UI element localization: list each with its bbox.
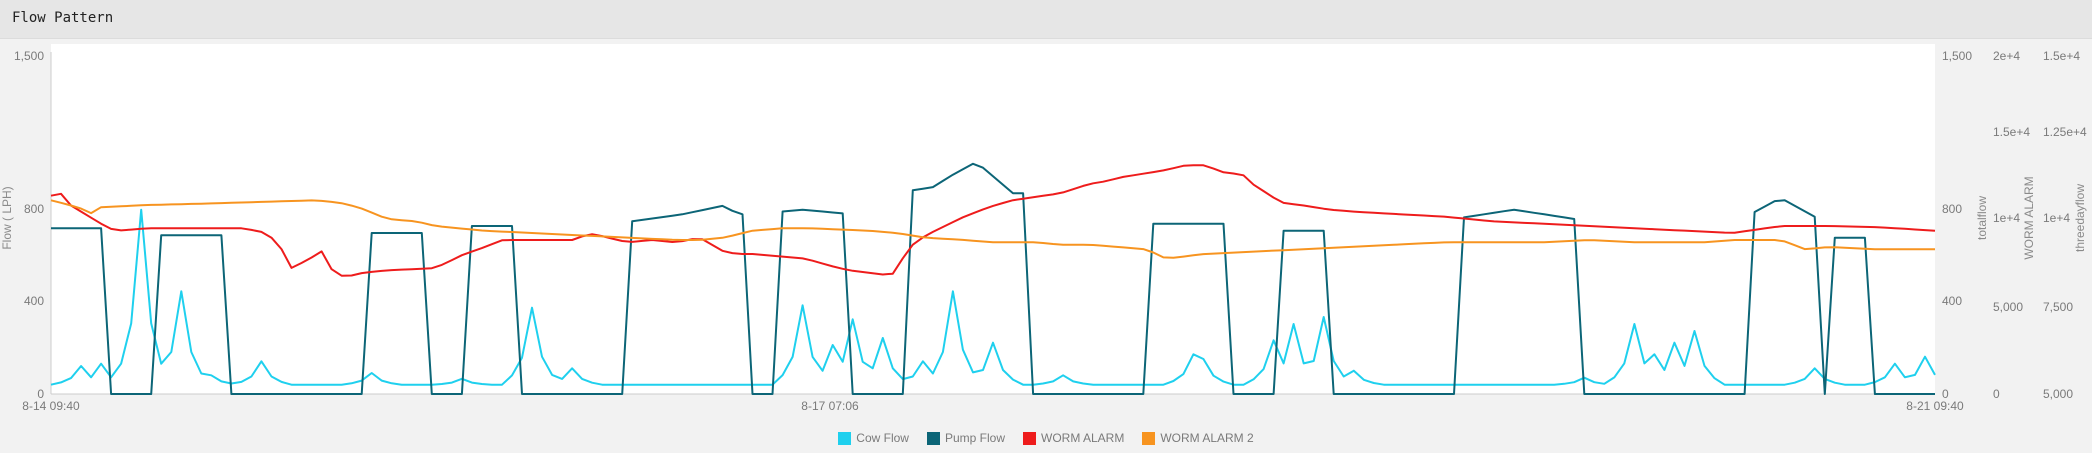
legend-swatch-worm-alarm	[1023, 431, 1036, 445]
x-tick-start: 8-14 09:40	[22, 399, 80, 413]
right3-tick-1-5e4: 1.5e+4	[2043, 49, 2080, 63]
right3-tick-7500: 7,500	[2043, 300, 2073, 314]
legend-swatch-pump-flow	[926, 431, 940, 445]
legend-label-pump-flow: Pump Flow	[944, 431, 1005, 445]
series-line-cow-flow	[50, 208, 1936, 386]
panel-title: Flow Pattern	[12, 10, 114, 26]
right3-tick-5000: 5,000	[2043, 387, 2073, 401]
right3-axis-label: threedayflow	[2073, 184, 2087, 252]
right1-tick-800: 800	[1942, 202, 1962, 216]
plot-area	[51, 44, 1935, 394]
right2-tick-1-5e4: 1.5e+4	[1993, 125, 2030, 139]
right1-axis-label: totalflow	[1975, 196, 1989, 240]
left-tick-400: 400	[24, 294, 44, 308]
right2-axis-label: WORM ALARM	[2022, 176, 2036, 259]
chart-legend: Cow Flow Pump Flow WORM ALARM WORM ALARM…	[0, 428, 2092, 448]
left-tick-1500: 1,500	[14, 49, 44, 63]
series-line-worm-alarm	[50, 164, 1936, 277]
series-line-worm-alarm-2	[50, 199, 1935, 259]
right1-tick-400: 400	[1942, 294, 1962, 308]
legend-item-worm-alarm[interactable]: WORM ALARM	[1023, 428, 1124, 448]
legend-swatch-worm-alarm-2	[1142, 431, 1156, 445]
right3-tick-1e4: 1e+4	[2043, 211, 2070, 225]
right2-tick-5000: 5,000	[1993, 300, 2023, 314]
panel-header: Flow Pattern	[0, 0, 2092, 39]
legend-item-pump-flow[interactable]: Pump Flow	[926, 428, 1005, 448]
right2-tick-1e4: 1e+4	[1993, 211, 2020, 225]
legend-label-worm-alarm: WORM ALARM	[1041, 431, 1125, 445]
legend-item-cow-flow[interactable]: Cow Flow	[838, 428, 909, 448]
series-line-pump-flow	[51, 162, 1935, 395]
right1-tick-0: 0	[1942, 387, 1949, 401]
legend-swatch-cow-flow	[838, 431, 852, 445]
right2-tick-0: 0	[1993, 387, 2000, 401]
left-tick-800: 800	[24, 202, 44, 216]
series-layer	[50, 162, 1936, 395]
legend-label-worm-alarm-2: WORM ALARM 2	[1160, 431, 1254, 445]
right1-tick-1500: 1,500	[1942, 49, 1972, 63]
left-tick-0: 0	[37, 387, 44, 401]
right3-tick-1-25e4: 1.25e+4	[2043, 125, 2087, 139]
left-axis-label: Flow ( LPH)	[0, 186, 14, 249]
legend-label-cow-flow: Cow Flow	[856, 431, 909, 445]
x-tick-end: 8-21 09:40	[1906, 399, 1964, 413]
x-tick-mid: 8-17 07:06	[801, 399, 859, 413]
right2-tick-2e4: 2e+4	[1993, 49, 2020, 63]
legend-item-worm-alarm-2[interactable]: WORM ALARM 2	[1142, 428, 1254, 448]
